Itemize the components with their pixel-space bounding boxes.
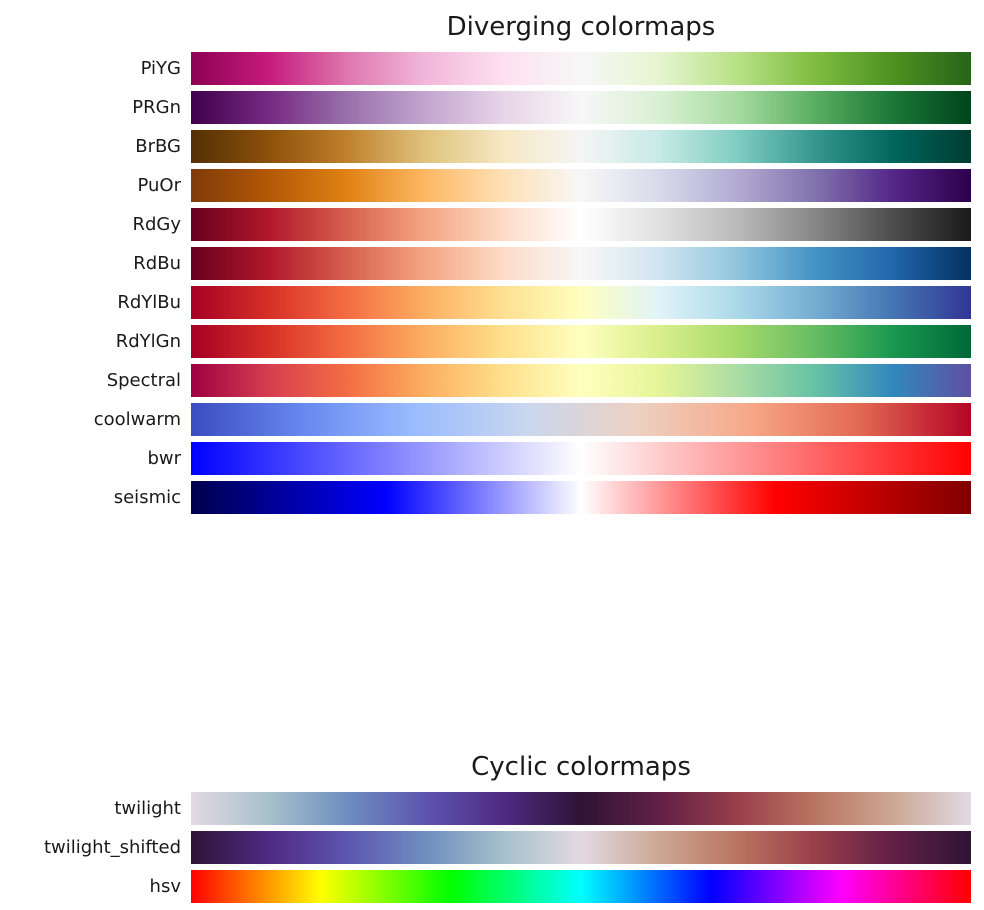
colormap-gradient-bar	[191, 52, 971, 85]
colormap-gradient-bar	[191, 130, 971, 163]
colormap-row: PRGn	[0, 91, 984, 124]
colormap-label: BrBG	[135, 136, 181, 157]
colormap-gradient-bar	[191, 442, 971, 475]
colormap-gradient-bar	[191, 208, 971, 241]
colormap-label: RdBu	[133, 253, 181, 274]
colormap-label: bwr	[147, 448, 181, 469]
colormap-label: PRGn	[132, 97, 181, 118]
colormap-gradient-bar	[191, 870, 971, 903]
colormap-gradient-bar	[191, 247, 971, 280]
colormap-row: twilight	[0, 792, 984, 825]
colormap-gradient-bar	[191, 169, 971, 202]
colormap-label: RdYlBu	[117, 292, 181, 313]
colormap-gradient-bar	[191, 481, 971, 514]
colormap-gradient-bar	[191, 831, 971, 864]
colormap-label: coolwarm	[93, 409, 181, 430]
colormap-label: hsv	[149, 876, 181, 897]
colormap-label: twilight	[114, 798, 181, 819]
colormap-row: Spectral	[0, 364, 984, 397]
colormap-gradient-bar	[191, 792, 971, 825]
colormap-row: RdYlBu	[0, 286, 984, 319]
colormap-row: RdGy	[0, 208, 984, 241]
colormap-gradient-bar	[191, 286, 971, 319]
colormap-row: RdYlGn	[0, 325, 984, 358]
colormap-row: PuOr	[0, 169, 984, 202]
colormap-label: RdYlGn	[115, 331, 181, 352]
colormap-gradient-bar	[191, 325, 971, 358]
colormap-label: twilight_shifted	[43, 837, 181, 858]
colormap-row: seismic	[0, 481, 984, 514]
colormap-row: RdBu	[0, 247, 984, 280]
colormap-gradient-bar	[191, 364, 971, 397]
colormap-row: hsv	[0, 870, 984, 903]
cyclic-title: Cyclic colormaps	[471, 752, 691, 782]
diverging-title: Diverging colormaps	[446, 12, 716, 42]
colormap-label: PiYG	[140, 58, 181, 79]
colormap-gradient-bar	[191, 91, 971, 124]
colormap-row: coolwarm	[0, 403, 984, 436]
colormap-label: PuOr	[137, 175, 181, 196]
colormap-label: seismic	[113, 487, 181, 508]
colormap-label: Spectral	[106, 370, 181, 391]
colormap-row: BrBG	[0, 130, 984, 163]
colormap-row: twilight_shifted	[0, 831, 984, 864]
colormap-label: RdGy	[132, 214, 181, 235]
colormap-gradient-bar	[191, 403, 971, 436]
colormap-row: PiYG	[0, 52, 984, 85]
colormap-row: bwr	[0, 442, 984, 475]
